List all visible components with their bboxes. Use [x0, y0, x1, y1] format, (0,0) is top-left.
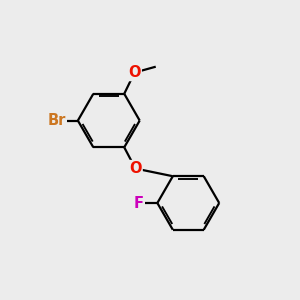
Text: O: O	[128, 65, 141, 80]
Text: Br: Br	[47, 113, 66, 128]
Text: O: O	[129, 161, 142, 176]
Text: F: F	[133, 196, 143, 211]
